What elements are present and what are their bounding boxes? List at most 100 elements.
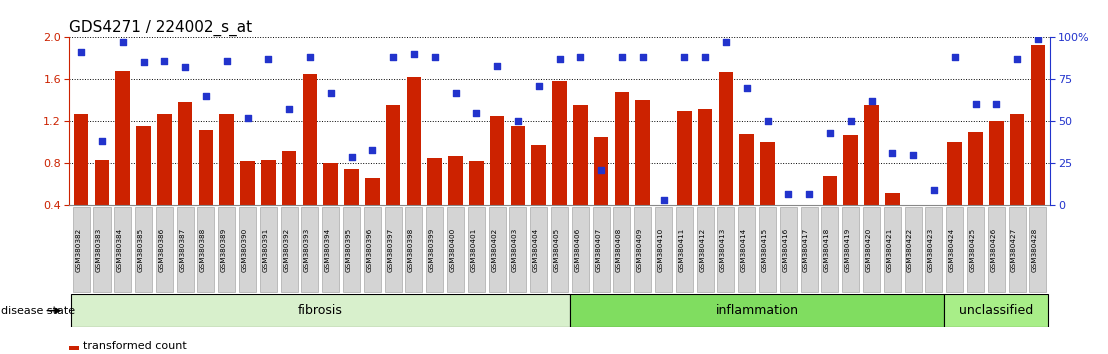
Text: GSM380415: GSM380415 — [761, 227, 768, 272]
Point — [738, 85, 756, 91]
Bar — [365, 178, 380, 205]
Text: GSM380387: GSM380387 — [179, 227, 185, 272]
FancyBboxPatch shape — [842, 207, 859, 292]
FancyBboxPatch shape — [197, 207, 215, 292]
Text: disease state: disease state — [1, 306, 75, 316]
FancyBboxPatch shape — [1008, 207, 1026, 292]
Text: GSM380421: GSM380421 — [886, 227, 892, 272]
Text: GSM380395: GSM380395 — [346, 227, 351, 272]
Text: GSM380413: GSM380413 — [720, 227, 726, 272]
FancyBboxPatch shape — [531, 207, 547, 292]
Point — [218, 58, 236, 64]
Point — [342, 154, 360, 159]
Bar — [115, 71, 130, 205]
Text: GSM380407: GSM380407 — [595, 227, 602, 272]
Text: GSM380414: GSM380414 — [741, 227, 747, 272]
Text: GSM380393: GSM380393 — [304, 227, 310, 272]
Point — [759, 118, 777, 124]
FancyBboxPatch shape — [510, 207, 526, 292]
Bar — [1009, 114, 1025, 205]
Text: GSM380419: GSM380419 — [844, 227, 851, 272]
Point — [238, 115, 256, 121]
Bar — [552, 81, 567, 205]
Bar — [947, 142, 962, 205]
Bar — [989, 121, 1004, 205]
Point — [197, 93, 215, 99]
Point — [406, 51, 423, 57]
FancyBboxPatch shape — [925, 207, 943, 292]
Bar — [324, 163, 338, 205]
Point — [551, 56, 568, 62]
Point — [93, 138, 111, 144]
Bar — [511, 126, 525, 205]
Point — [489, 63, 506, 69]
Text: GSM380390: GSM380390 — [242, 227, 247, 272]
Point — [966, 102, 984, 107]
Point — [447, 90, 464, 96]
FancyBboxPatch shape — [280, 207, 298, 292]
Text: GSM380389: GSM380389 — [220, 227, 227, 272]
Point — [925, 187, 943, 193]
Bar — [490, 116, 504, 205]
Text: GSM380392: GSM380392 — [284, 227, 289, 272]
FancyBboxPatch shape — [363, 207, 381, 292]
Bar — [885, 193, 900, 205]
FancyBboxPatch shape — [447, 207, 464, 292]
FancyBboxPatch shape — [135, 207, 152, 292]
Text: transformed count: transformed count — [82, 341, 186, 351]
Text: GSM380388: GSM380388 — [199, 227, 206, 272]
Text: GSM380409: GSM380409 — [637, 227, 643, 272]
FancyBboxPatch shape — [717, 207, 735, 292]
FancyBboxPatch shape — [406, 207, 422, 292]
FancyBboxPatch shape — [71, 294, 570, 327]
FancyBboxPatch shape — [593, 207, 609, 292]
Point — [155, 58, 173, 64]
Bar — [594, 137, 608, 205]
Point — [613, 55, 630, 60]
FancyBboxPatch shape — [468, 207, 485, 292]
Bar — [428, 158, 442, 205]
FancyBboxPatch shape — [93, 207, 111, 292]
Bar — [864, 105, 879, 205]
Bar — [822, 176, 838, 205]
Bar — [1030, 45, 1045, 205]
FancyBboxPatch shape — [1029, 207, 1046, 292]
Bar — [240, 161, 255, 205]
Text: inflammation: inflammation — [716, 304, 799, 317]
FancyBboxPatch shape — [551, 207, 568, 292]
FancyBboxPatch shape — [655, 207, 673, 292]
Point — [696, 55, 714, 60]
Point — [676, 55, 694, 60]
Text: GSM380383: GSM380383 — [96, 227, 102, 272]
Bar — [386, 105, 400, 205]
Point — [655, 198, 673, 203]
Text: fibrosis: fibrosis — [298, 304, 342, 317]
Text: GSM380428: GSM380428 — [1032, 227, 1038, 272]
Text: GSM380385: GSM380385 — [137, 227, 144, 272]
FancyBboxPatch shape — [944, 294, 1048, 327]
Bar — [843, 135, 858, 205]
Bar — [345, 169, 359, 205]
Point — [779, 191, 797, 196]
Text: GSM380406: GSM380406 — [574, 227, 581, 272]
Bar — [157, 114, 172, 205]
Text: GSM380427: GSM380427 — [1012, 227, 1017, 272]
FancyBboxPatch shape — [260, 207, 277, 292]
Point — [1008, 56, 1026, 62]
Text: GSM380384: GSM380384 — [116, 227, 123, 272]
Point — [425, 55, 443, 60]
Text: GSM380386: GSM380386 — [158, 227, 164, 272]
Bar — [198, 130, 213, 205]
Text: GSM380391: GSM380391 — [263, 227, 268, 272]
Point — [114, 39, 132, 45]
FancyBboxPatch shape — [821, 207, 839, 292]
Text: GSM380403: GSM380403 — [512, 227, 517, 272]
Point — [72, 50, 90, 55]
Point — [800, 191, 818, 196]
Point — [987, 102, 1005, 107]
Bar — [636, 100, 650, 205]
Text: GSM380426: GSM380426 — [991, 227, 996, 272]
Text: GSM380410: GSM380410 — [657, 227, 664, 272]
Point — [322, 90, 340, 96]
Point — [259, 56, 277, 62]
